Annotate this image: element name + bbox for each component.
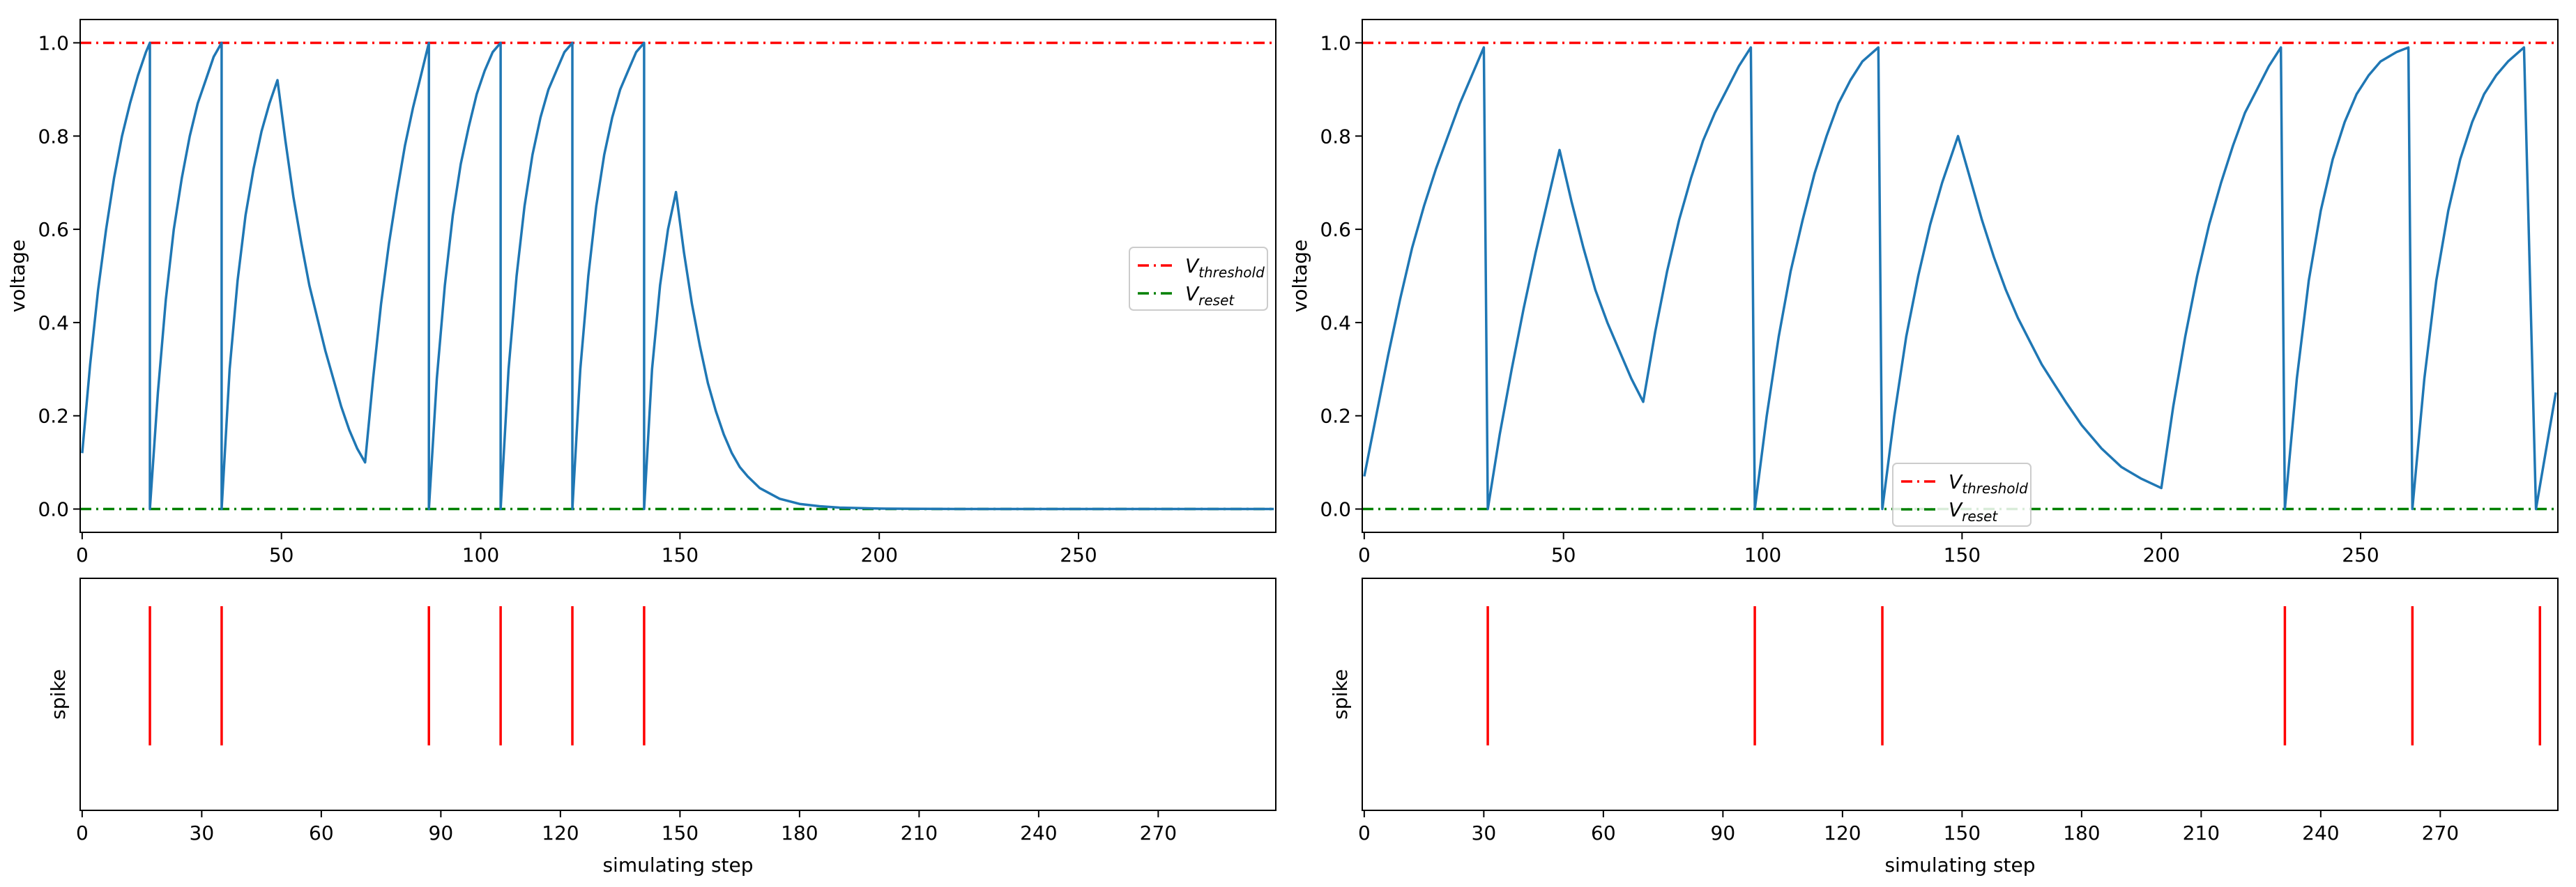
x-tick-label: 200: [2142, 543, 2179, 566]
x-tick-label: 250: [1060, 543, 1097, 566]
y-tick-label: 0.6: [1320, 218, 1351, 241]
x-tick-label: 250: [2342, 543, 2379, 566]
x-tick-label: 50: [269, 543, 294, 566]
x-tick-label: 210: [2183, 822, 2220, 844]
x-tick-label: 50: [1551, 543, 1576, 566]
x-tick-label: 100: [462, 543, 499, 566]
x-tick-label: 90: [1711, 822, 1736, 844]
x-tick-label: 150: [662, 822, 699, 844]
x-tick-label: 90: [429, 822, 454, 844]
y-axis-label: spike: [47, 669, 70, 720]
y-axis-label: voltage: [6, 240, 29, 313]
x-tick-label: 240: [2302, 822, 2339, 844]
y-tick-label: 1.0: [1320, 31, 1351, 54]
x-tick-label: 240: [1020, 822, 1057, 844]
x-tick-label: 0: [76, 822, 89, 844]
axes-frame: [1362, 578, 2559, 811]
right-voltage-axes: 0 50 100 150 200 250 0.0 0.2 0.4 0.6 0.8 1.0 voltage…: [1288, 19, 2559, 566]
x-tick-label: 150: [1944, 543, 1981, 566]
legend-label: Vthreshold: [1949, 470, 2028, 497]
y-tick-label: 0.0: [38, 498, 69, 521]
y-tick-label: 0.2: [38, 405, 69, 428]
x-tick-label: 30: [190, 822, 215, 844]
left-voltage-plot-area: [80, 41, 1276, 511]
x-tick-label: 120: [542, 822, 579, 844]
x-tick-label: 30: [1472, 822, 1497, 844]
x-tick-label: 0: [76, 543, 89, 566]
x-tick-label: 200: [860, 543, 897, 566]
y-tick-label: 0.0: [1320, 498, 1351, 521]
voltage-series-line: [81, 41, 1274, 511]
x-tick-label: 60: [1591, 822, 1616, 844]
x-tick-label: 0: [1358, 822, 1371, 844]
y-tick-label: 1.0: [38, 31, 69, 54]
x-tick-label: 60: [309, 822, 334, 844]
left-voltage-axes: 0 50 100 150 200 250 0.0 0.2 0.4 0.6 0.8 1.0 voltage…: [6, 19, 1276, 566]
x-tick-label: 180: [781, 822, 818, 844]
voltage-series-line: [1363, 46, 2557, 511]
y-tick-label: 0.8: [1320, 125, 1351, 148]
x-tick-label: 0: [1358, 543, 1371, 566]
left-spike-axes: 0 30 60 90 120 150 180 210 240 270 spike simulating…: [47, 578, 1276, 877]
y-axis-label: spike: [1329, 669, 1352, 720]
x-tick-label: 270: [1140, 822, 1177, 844]
y-tick-label: 0.8: [38, 125, 69, 148]
left-spike-plot-area: [148, 606, 646, 746]
x-tick-label: 120: [1824, 822, 1861, 844]
axes-frame: [79, 578, 1276, 811]
x-tick-label: 150: [662, 543, 699, 566]
y-axis-label: voltage: [1288, 240, 1311, 313]
x-tick-label: 180: [2063, 822, 2100, 844]
legend-label: Vthreshold: [1185, 254, 1265, 281]
x-axis-label: simulating step: [1884, 854, 2035, 877]
right-voltage-plot-area: [1362, 41, 2558, 511]
axes-frame: [79, 19, 1276, 533]
x-tick-label: 210: [901, 822, 938, 844]
y-tick-label: 0.6: [38, 218, 69, 241]
right-spike-plot-area: [1486, 606, 2542, 746]
y-tick-label: 0.2: [1320, 405, 1351, 428]
y-tick-label: 0.4: [38, 311, 69, 334]
x-axis-label: simulating step: [602, 854, 753, 877]
x-tick-label: 150: [1944, 822, 1981, 844]
y-tick-label: 0.4: [1320, 311, 1351, 334]
legend-label: Vreset: [1185, 282, 1235, 309]
x-tick-label: 100: [1744, 543, 1781, 566]
x-tick-label: 270: [2422, 822, 2459, 844]
right-spike-axes: 0 30 60 90 120 150 180 210 240 270 spike simulating…: [1329, 578, 2559, 877]
legend-label: Vreset: [1949, 498, 1998, 525]
axes-frame: [1362, 19, 2559, 533]
